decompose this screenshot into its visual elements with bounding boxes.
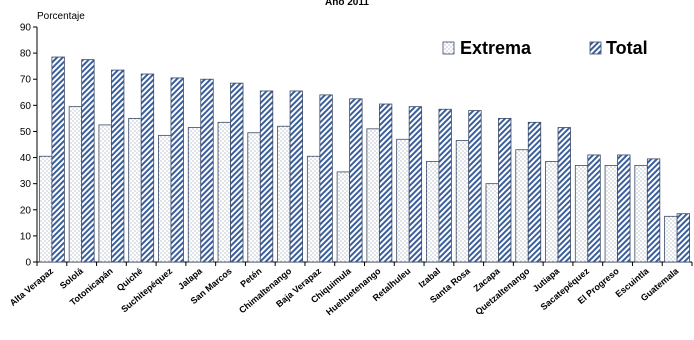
bar-extrema-jutiapa — [545, 161, 559, 263]
bar-extrema-sacatepequez — [574, 164, 589, 263]
bar-extrema-izabal — [426, 161, 440, 263]
legend: Extrema Total — [442, 38, 648, 58]
bar-total-el-progreso — [617, 154, 631, 263]
x-tick-label-solola: Sololá — [58, 265, 86, 291]
bar-total-quetzaltenango — [527, 121, 542, 263]
legend-swatch-extrema — [442, 41, 455, 55]
bar-total-zacapa — [498, 117, 512, 263]
bar-extrema-santa-rosa — [455, 140, 470, 263]
bar-total-baja-verapaz — [319, 94, 333, 263]
y-tick-label: 10 — [20, 231, 32, 242]
bar-total-guatemala — [676, 213, 691, 263]
bar-total-totonicapan — [111, 69, 125, 263]
chart-title: Año 2011 — [325, 0, 369, 8]
bar-extrema-retalhuleu — [396, 138, 410, 263]
y-tick-label: 80 — [20, 49, 32, 60]
bar-total-retalhuleu — [408, 106, 423, 263]
bar-total-sacatepequez — [587, 154, 601, 263]
x-tick-label-izabal: Izabal — [417, 266, 443, 290]
bar-extrema-el-progreso — [604, 164, 618, 263]
y-tick-label: 60 — [20, 101, 32, 112]
x-tick-label-suchitepequez: Suchitepéquez — [119, 266, 174, 315]
bar-extrema-chiquimula — [336, 171, 351, 263]
legend-label-total: Total — [606, 38, 648, 58]
bar-total-huehuetenango — [378, 103, 393, 263]
bar-total-quiche — [140, 73, 155, 263]
legend-swatch-total — [589, 41, 602, 55]
plot-area: 0 10 20 30 40 50 60 70 80 90 Alta Verapaz Sololá Tot… — [8, 23, 693, 317]
y-tick-label: 90 — [20, 23, 32, 34]
bar-extrema-huehuetenango — [366, 128, 380, 263]
bar-total-peten — [259, 90, 274, 263]
bar-total-alta-verapaz — [51, 56, 65, 263]
bar-extrema-peten — [247, 132, 261, 263]
bar-extrema-totonicapan — [98, 124, 112, 263]
x-tick-label-peten: Petén — [238, 266, 263, 289]
bar-total-escuintla — [646, 158, 661, 263]
bar-extrema-quiche — [128, 117, 142, 263]
bar-extrema-zacapa — [485, 183, 499, 263]
y-tick-label: 20 — [20, 205, 32, 216]
x-tick-label-quetzaltenango: Quetzaltenango — [473, 266, 532, 317]
bar-extrema-baja-verapaz — [306, 155, 321, 263]
bar-extrema-san-marcos — [217, 121, 231, 263]
bar-extrema-alta-verapaz — [38, 155, 53, 263]
bar-total-solola — [81, 59, 95, 263]
bar-total-suchitepequez — [170, 77, 184, 263]
bar-extrema-guatemala — [664, 215, 678, 263]
bar-total-chiquimula — [349, 98, 363, 263]
bar-extrema-escuintla — [634, 164, 648, 263]
bar-extrema-jalapa — [187, 127, 202, 263]
y-tick-label: 0 — [25, 258, 31, 269]
x-tick-label-alta-verapaz: Alta Verapaz — [8, 266, 56, 308]
bar-extrema-suchitepequez — [158, 134, 172, 263]
bar-extrema-solola — [68, 106, 83, 263]
bar-extrema-chimaltenango — [277, 125, 291, 263]
bar-extrema-quetzaltenango — [515, 149, 529, 263]
y-tick-label: 50 — [20, 127, 32, 138]
y-tick-label: 70 — [20, 75, 32, 86]
bar-total-chimaltenango — [289, 90, 303, 263]
bar-total-jutiapa — [557, 127, 571, 263]
y-axis-label: Porcentaje — [37, 11, 85, 22]
y-tick-label: 40 — [20, 153, 32, 164]
x-tick-label-chimaltenango: Chimaltenango — [237, 266, 294, 316]
bar-total-jalapa — [200, 78, 214, 263]
y-tick-label: 30 — [20, 179, 32, 190]
bar-total-santa-rosa — [468, 110, 482, 263]
bar-total-izabal — [438, 108, 452, 263]
legend-label-extrema: Extrema — [460, 38, 532, 58]
bar-total-san-marcos — [230, 82, 244, 263]
